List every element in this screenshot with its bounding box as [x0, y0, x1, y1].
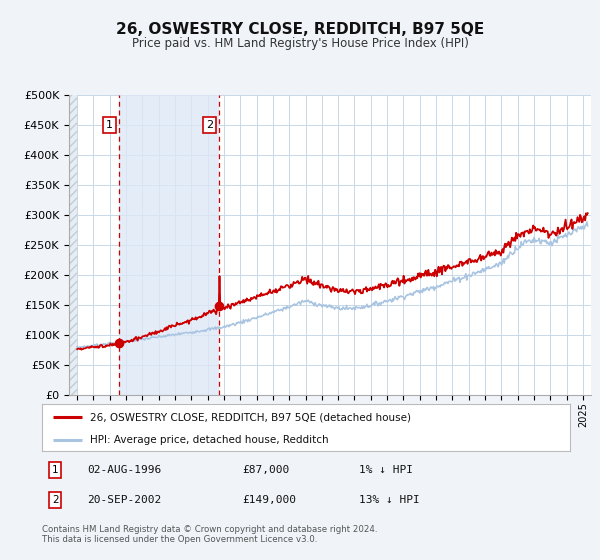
Text: 26, OSWESTRY CLOSE, REDDITCH, B97 5QE (detached house): 26, OSWESTRY CLOSE, REDDITCH, B97 5QE (d…: [89, 412, 410, 422]
Text: 13% ↓ HPI: 13% ↓ HPI: [359, 495, 419, 505]
Text: 02-AUG-1996: 02-AUG-1996: [87, 465, 161, 475]
Text: 1: 1: [106, 120, 113, 130]
Text: 1: 1: [52, 465, 59, 475]
Text: HPI: Average price, detached house, Redditch: HPI: Average price, detached house, Redd…: [89, 435, 328, 445]
Text: 2: 2: [52, 495, 59, 505]
Text: £149,000: £149,000: [242, 495, 296, 505]
Text: 20-SEP-2002: 20-SEP-2002: [87, 495, 161, 505]
Text: 1% ↓ HPI: 1% ↓ HPI: [359, 465, 413, 475]
Text: 26, OSWESTRY CLOSE, REDDITCH, B97 5QE: 26, OSWESTRY CLOSE, REDDITCH, B97 5QE: [116, 22, 484, 38]
Text: This data is licensed under the Open Government Licence v3.0.: This data is licensed under the Open Gov…: [42, 535, 317, 544]
Text: £87,000: £87,000: [242, 465, 290, 475]
Text: Price paid vs. HM Land Registry's House Price Index (HPI): Price paid vs. HM Land Registry's House …: [131, 37, 469, 50]
Bar: [119, 95, 220, 395]
Text: 2: 2: [206, 120, 213, 130]
Text: Contains HM Land Registry data © Crown copyright and database right 2024.: Contains HM Land Registry data © Crown c…: [42, 525, 377, 534]
Bar: [69, 95, 77, 395]
